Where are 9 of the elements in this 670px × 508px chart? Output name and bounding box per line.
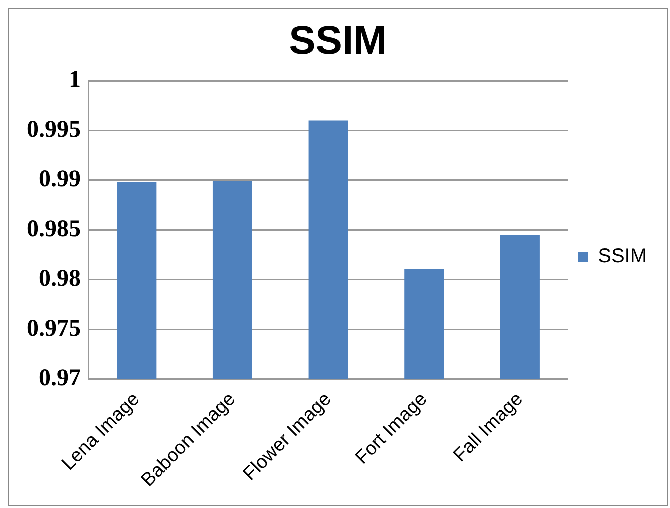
chart-title: SSIM — [289, 19, 387, 64]
y-tick-label: 0.99 — [39, 166, 81, 193]
legend-label: SSIM — [598, 246, 648, 268]
y-tick-label: 0.98 — [39, 266, 81, 292]
y-tick-label: 1 — [69, 67, 81, 94]
y-tick-label: 0.975 — [27, 316, 81, 342]
y-tick-label: 0.995 — [27, 116, 81, 143]
y-tick-label: 0.97 — [39, 366, 81, 392]
y-tick-label: 0.985 — [27, 216, 81, 242]
